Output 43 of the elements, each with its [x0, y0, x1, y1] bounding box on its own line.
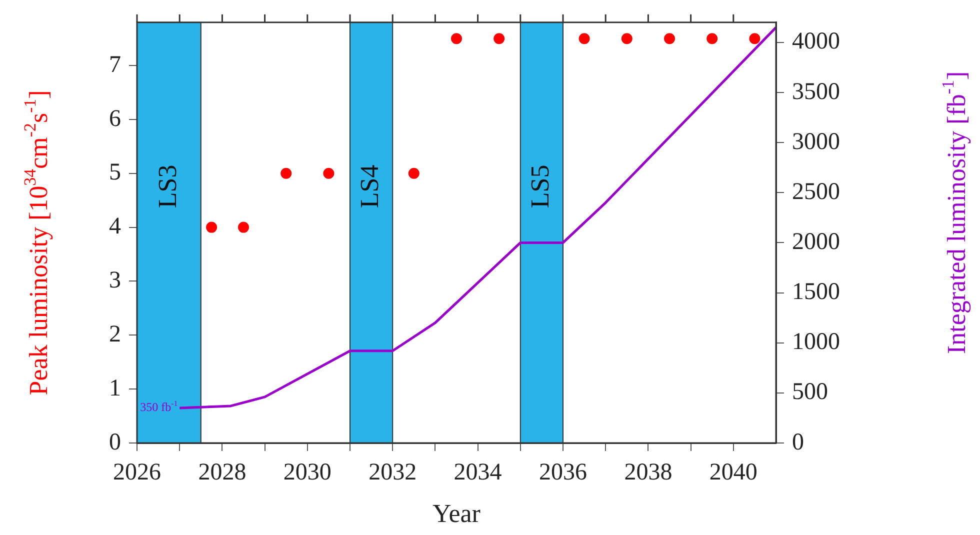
y-tick-label: 2 — [109, 321, 121, 348]
y-tick-label: 4 — [109, 214, 121, 240]
point — [578, 33, 590, 44]
band-label: LS5 — [526, 164, 555, 208]
y2-tick-label: 500 — [792, 379, 828, 406]
x-tick-label: 2038 — [624, 460, 672, 486]
point — [664, 33, 675, 44]
point — [408, 168, 420, 179]
point — [451, 33, 462, 44]
point — [206, 222, 218, 233]
x-tick-label: 2026 — [113, 460, 161, 486]
y2-axis-title: Integrated luminosity [fb-1] — [938, 71, 971, 354]
x-tick-label: 2030 — [283, 460, 332, 486]
y-tick-label: 0 — [109, 429, 121, 456]
y2-tick-label: 2000 — [792, 229, 840, 256]
point — [238, 222, 249, 233]
x-tick-label: 2034 — [454, 460, 502, 486]
point — [280, 168, 292, 179]
y2-tick-label: 3000 — [792, 128, 840, 155]
point — [749, 33, 760, 44]
y-tick-label: 5 — [109, 160, 121, 186]
y2-tick-label: 3500 — [792, 78, 840, 105]
y2-tick-label: 1500 — [792, 279, 840, 306]
band-label: LS3 — [152, 164, 182, 208]
y2-tick-label: 4000 — [792, 28, 840, 55]
y2-tick-label: 1000 — [792, 329, 840, 356]
point — [706, 33, 718, 44]
y-axis-title: Peak luminosity [1034cm-2s-1] — [20, 90, 53, 396]
y2-tick-label: 2500 — [792, 178, 840, 205]
y2-tick-label: 0 — [792, 429, 804, 456]
y-tick-label: 1 — [109, 375, 121, 402]
x-axis-title: Year — [432, 499, 481, 528]
x-tick-label: 2040 — [709, 460, 758, 486]
y-tick-label: 7 — [109, 52, 121, 78]
band-label: LS4 — [355, 164, 384, 208]
point — [621, 33, 632, 44]
x-tick-label: 2032 — [368, 460, 417, 486]
y-tick-label: 6 — [109, 106, 121, 132]
point — [494, 33, 505, 44]
y-tick-label: 3 — [109, 268, 121, 294]
point — [323, 168, 334, 179]
x-tick-label: 2036 — [539, 460, 587, 486]
x-tick-label: 2028 — [198, 460, 246, 486]
